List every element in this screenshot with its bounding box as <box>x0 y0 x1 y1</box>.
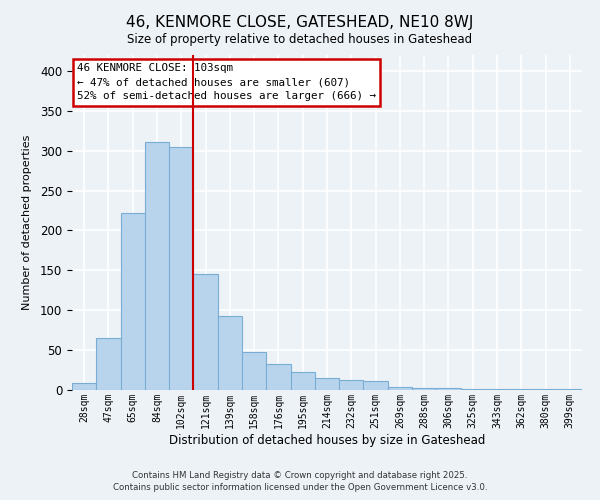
X-axis label: Distribution of detached houses by size in Gateshead: Distribution of detached houses by size … <box>169 434 485 446</box>
Bar <box>509 389 533 390</box>
Bar <box>339 380 364 390</box>
Bar <box>558 389 582 390</box>
Bar <box>485 389 509 390</box>
Bar <box>266 364 290 390</box>
Bar <box>533 389 558 390</box>
Bar <box>145 142 169 390</box>
Bar <box>242 352 266 390</box>
Bar <box>96 338 121 390</box>
Text: 46 KENMORE CLOSE: 103sqm
← 47% of detached houses are smaller (607)
52% of semi-: 46 KENMORE CLOSE: 103sqm ← 47% of detach… <box>77 64 376 102</box>
Bar <box>169 146 193 390</box>
Bar <box>412 388 436 390</box>
Bar <box>193 274 218 390</box>
Bar <box>364 381 388 390</box>
Bar <box>315 378 339 390</box>
Text: Contains HM Land Registry data © Crown copyright and database right 2025.
Contai: Contains HM Land Registry data © Crown c… <box>113 471 487 492</box>
Bar <box>436 388 461 390</box>
Bar <box>121 213 145 390</box>
Text: Size of property relative to detached houses in Gateshead: Size of property relative to detached ho… <box>127 32 473 46</box>
Y-axis label: Number of detached properties: Number of detached properties <box>22 135 32 310</box>
Bar <box>290 372 315 390</box>
Bar <box>72 383 96 390</box>
Bar <box>218 316 242 390</box>
Bar <box>461 389 485 390</box>
Bar <box>388 387 412 390</box>
Text: 46, KENMORE CLOSE, GATESHEAD, NE10 8WJ: 46, KENMORE CLOSE, GATESHEAD, NE10 8WJ <box>127 15 473 30</box>
